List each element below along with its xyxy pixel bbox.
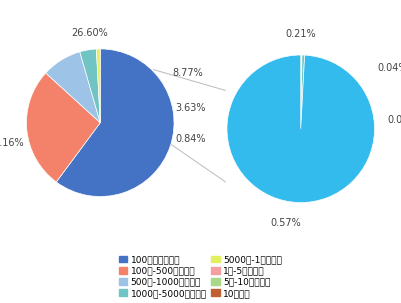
Wedge shape xyxy=(96,49,100,123)
Wedge shape xyxy=(301,55,302,129)
Text: 0.21%: 0.21% xyxy=(286,29,316,39)
Wedge shape xyxy=(26,73,100,182)
Wedge shape xyxy=(301,55,305,129)
Wedge shape xyxy=(301,55,302,129)
Text: 26.60%: 26.60% xyxy=(71,28,107,38)
Text: 0.04%: 0.04% xyxy=(378,63,401,73)
Text: 0.02%: 0.02% xyxy=(387,115,401,125)
Text: 0.57%: 0.57% xyxy=(271,218,302,228)
Text: 60.16%: 60.16% xyxy=(0,138,24,148)
Text: 0.84%: 0.84% xyxy=(175,134,206,144)
Legend: 100万（含）以下, 100万-500万（含）, 500万-1000万（含）, 1000万-5000万（含）, 5000万-1亿（含）, 1亿-5亿（含）, 5: 100万（含）以下, 100万-500万（含）, 500万-1000万（含）, … xyxy=(115,251,286,301)
Wedge shape xyxy=(301,55,302,129)
Wedge shape xyxy=(46,52,100,123)
Wedge shape xyxy=(80,49,100,123)
Wedge shape xyxy=(227,55,375,203)
Text: 3.63%: 3.63% xyxy=(175,103,206,113)
Text: 8.77%: 8.77% xyxy=(172,68,203,78)
Wedge shape xyxy=(56,49,174,197)
